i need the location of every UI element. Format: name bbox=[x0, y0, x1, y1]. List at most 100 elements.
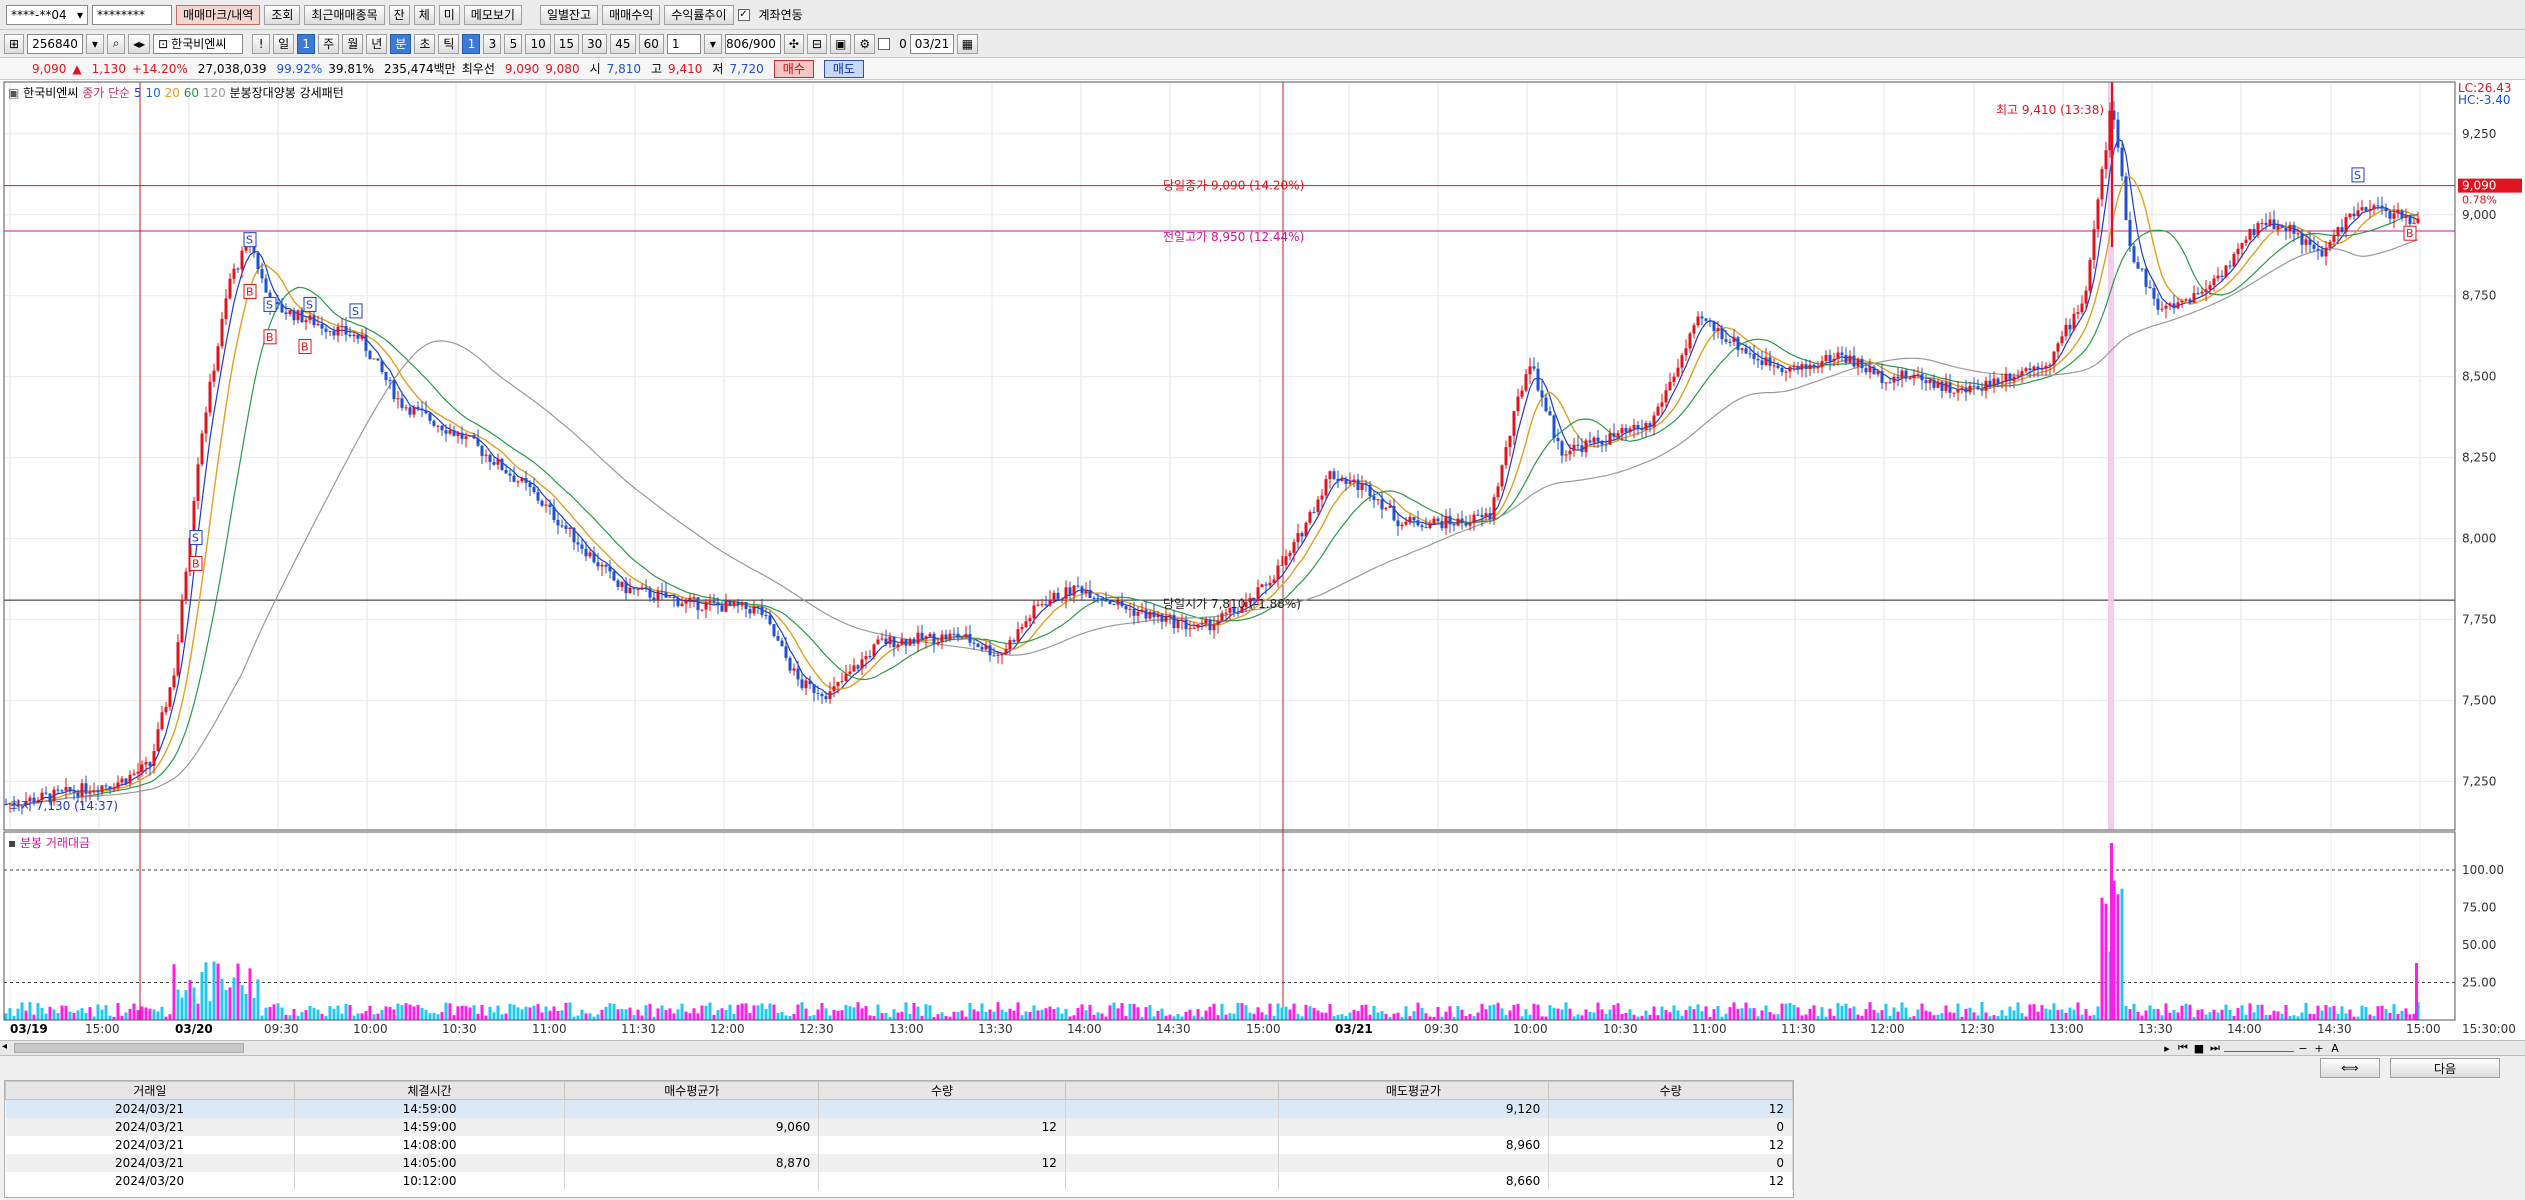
memo-button[interactable]: 메모보기 bbox=[463, 4, 522, 25]
tab-week[interactable]: 주 bbox=[318, 33, 340, 54]
trade-profit-button[interactable]: 매매수익 bbox=[602, 4, 661, 25]
stock-code-input[interactable]: 256840 bbox=[27, 33, 84, 54]
volume-bar bbox=[200, 972, 204, 1020]
tab-tick[interactable]: 틱 bbox=[438, 33, 460, 54]
tab-minute[interactable]: 분 bbox=[390, 33, 412, 54]
bar-count-field[interactable]: 806/900 bbox=[724, 33, 781, 54]
zoom-slider[interactable] bbox=[2224, 1044, 2294, 1052]
low-price-label: 최저 7,130 (14:37) bbox=[10, 799, 118, 813]
candle-body bbox=[1060, 598, 1064, 601]
volume-bar bbox=[1124, 1015, 1128, 1020]
interval-60[interactable]: 60 bbox=[638, 33, 664, 54]
volume-bar bbox=[992, 1011, 996, 1020]
password-field[interactable]: ******** bbox=[92, 4, 172, 25]
scroll-thumb[interactable] bbox=[14, 1043, 244, 1053]
search-icon[interactable]: ⌕ bbox=[107, 33, 126, 54]
candle-body bbox=[1924, 380, 1928, 384]
filled-button[interactable]: 체 bbox=[413, 4, 435, 25]
daily-balance-button[interactable]: 일별잔고 bbox=[539, 4, 599, 25]
crosshair-icon[interactable]: ✣ bbox=[783, 33, 804, 54]
date-field[interactable]: 03/21 bbox=[909, 33, 954, 54]
interval-30[interactable]: 30 bbox=[582, 33, 608, 54]
col-buy-avg[interactable]: 매수평균가 bbox=[564, 1081, 820, 1100]
table-row[interactable]: 2024/03/21 14:08:00 8,960 12 bbox=[5, 1135, 1793, 1154]
calendar-icon[interactable]: ▦ bbox=[956, 33, 979, 54]
next-button[interactable]: 다음 bbox=[2390, 1058, 2500, 1078]
volume-bar bbox=[736, 1004, 740, 1020]
interval-1[interactable]: 1 bbox=[462, 33, 481, 54]
interval-5[interactable]: 5 bbox=[504, 33, 523, 54]
volume-bar bbox=[1116, 1008, 1120, 1020]
zero-checkbox[interactable]: 0 bbox=[878, 37, 907, 51]
candle-body bbox=[1668, 382, 1672, 391]
alert-button[interactable]: ! bbox=[252, 33, 271, 54]
profit-trend-button[interactable]: 수익률추이 bbox=[664, 4, 734, 25]
col-sell-avg[interactable]: 매도평균가 bbox=[1277, 1081, 1550, 1100]
interval-45[interactable]: 45 bbox=[610, 33, 636, 54]
tab-year[interactable]: 년 bbox=[366, 33, 388, 54]
tab-day-count[interactable]: 1 bbox=[297, 33, 316, 54]
col-buy-qty[interactable]: 수량 bbox=[818, 1081, 1066, 1100]
fast-forward-icon[interactable]: ⏭ bbox=[2210, 1041, 2220, 1054]
recent-trades-button[interactable]: 최근매매종목 bbox=[304, 4, 385, 25]
tab-second[interactable]: 초 bbox=[414, 33, 436, 54]
font-size-icon[interactable]: A bbox=[2331, 1041, 2339, 1055]
col-exec-time[interactable]: 체결시간 bbox=[293, 1081, 566, 1100]
volume-bar bbox=[40, 1007, 44, 1020]
candle-body bbox=[460, 432, 464, 439]
candle-body bbox=[1096, 598, 1100, 600]
candle-body bbox=[2340, 227, 2344, 233]
gear-icon[interactable]: ⚙ bbox=[854, 33, 876, 54]
candle-body bbox=[1200, 623, 1204, 625]
buy-button[interactable]: 매수 bbox=[773, 59, 814, 78]
interval-3[interactable]: 3 bbox=[483, 33, 502, 54]
col-sell-qty[interactable]: 수량 bbox=[1548, 1081, 1793, 1100]
sell-button[interactable]: 매도 bbox=[823, 59, 864, 78]
interval-15[interactable]: 15 bbox=[553, 33, 579, 54]
prev-next-icon[interactable]: ◂▸ bbox=[128, 33, 151, 54]
interval-input[interactable]: 1 bbox=[666, 33, 701, 54]
scroll-left-icon[interactable]: ◂ bbox=[2, 1041, 8, 1052]
ruler-icon[interactable]: ⊟ bbox=[806, 33, 827, 54]
code-dropdown-icon[interactable]: ▾ bbox=[86, 33, 105, 54]
rewind-icon[interactable]: ⏮ bbox=[2178, 1041, 2188, 1054]
volume-bar bbox=[1824, 1016, 1828, 1020]
stop-icon[interactable]: ■ bbox=[2193, 1041, 2205, 1055]
volume-bar bbox=[1416, 1002, 1420, 1020]
balance-button[interactable]: 잔 bbox=[388, 4, 410, 25]
play-icon[interactable]: ▸ bbox=[2164, 1041, 2170, 1055]
account-select[interactable]: ****-**04 ▾ bbox=[6, 4, 88, 25]
volume-bar bbox=[568, 1002, 572, 1020]
candle-body bbox=[596, 562, 600, 567]
candle-body bbox=[76, 792, 80, 797]
candle-body bbox=[2328, 241, 2332, 248]
save-icon[interactable]: ▣ bbox=[829, 33, 852, 54]
table-row[interactable]: 2024/03/21 14:59:00 9,120 12 bbox=[5, 1099, 1793, 1118]
zoom-in-icon[interactable]: + bbox=[2314, 1041, 2324, 1055]
trade-mark-button[interactable]: 매매마크/내역 bbox=[176, 4, 261, 25]
tab-day[interactable]: 일 bbox=[273, 33, 295, 54]
tab-month[interactable]: 월 bbox=[342, 33, 364, 54]
candle-body bbox=[80, 783, 84, 797]
table-row[interactable]: 2024/03/20 10:12:00 8,660 12 bbox=[5, 1171, 1793, 1190]
query-button[interactable]: 조회 bbox=[264, 4, 301, 25]
volume-bar bbox=[644, 1005, 648, 1020]
table-cell bbox=[1065, 1171, 1279, 1190]
volume-bar bbox=[2324, 1005, 2328, 1020]
price-tick-label: 8,250 bbox=[2462, 451, 2496, 465]
zoom-out-icon[interactable]: − bbox=[2298, 1041, 2308, 1055]
table-row[interactable]: 2024/03/21 14:05:00 8,870 12 0 bbox=[5, 1153, 1793, 1172]
table-row[interactable]: 2024/03/21 14:59:00 9,060 12 0 bbox=[5, 1117, 1793, 1136]
unfilled-button[interactable]: 미 bbox=[438, 4, 460, 25]
high-label: 고 bbox=[650, 62, 663, 76]
interval-dropdown-icon[interactable]: ▾ bbox=[703, 33, 722, 54]
chart-settings-icon[interactable]: ⊞ bbox=[4, 33, 25, 54]
col-trade-date[interactable]: 거래일 bbox=[5, 1081, 295, 1100]
expand-icon[interactable]: ⟺ bbox=[2320, 1058, 2380, 1078]
interval-10[interactable]: 10 bbox=[525, 33, 551, 54]
chart-scrollbar[interactable]: ◂ bbox=[0, 1040, 2525, 1056]
volume-bar bbox=[1240, 1003, 1244, 1020]
account-link-checkbox[interactable]: ✓ 계좌연동 bbox=[737, 6, 803, 23]
